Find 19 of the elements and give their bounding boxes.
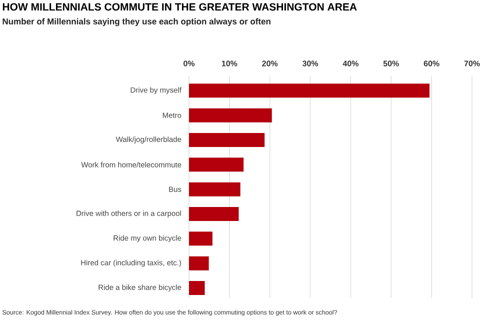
bar [189, 280, 205, 295]
x-tick-label: 20% [262, 60, 278, 66]
x-tick-label: 70% [464, 60, 480, 66]
chart-subtitle: Number of Millennials saying they use each option always or often [2, 18, 270, 26]
x-tick-label: 40% [342, 60, 358, 66]
chart-title: HOW MILLENNIALS COMMUTE IN THE GREATER WASHINGTON AREA [2, 3, 357, 11]
x-tick-label: 50% [383, 60, 399, 66]
bar [189, 232, 212, 246]
x-tick-label: 0% [184, 60, 195, 66]
x-tick-label: 60% [424, 60, 440, 66]
bar [189, 158, 244, 172]
x-tick-label: 30% [302, 60, 318, 66]
bar [189, 206, 239, 221]
bar [189, 108, 272, 122]
x-tick-label: 10% [222, 60, 238, 66]
bar [189, 182, 240, 196]
bar [189, 132, 265, 147]
bar [189, 84, 430, 98]
bar [189, 256, 209, 270]
